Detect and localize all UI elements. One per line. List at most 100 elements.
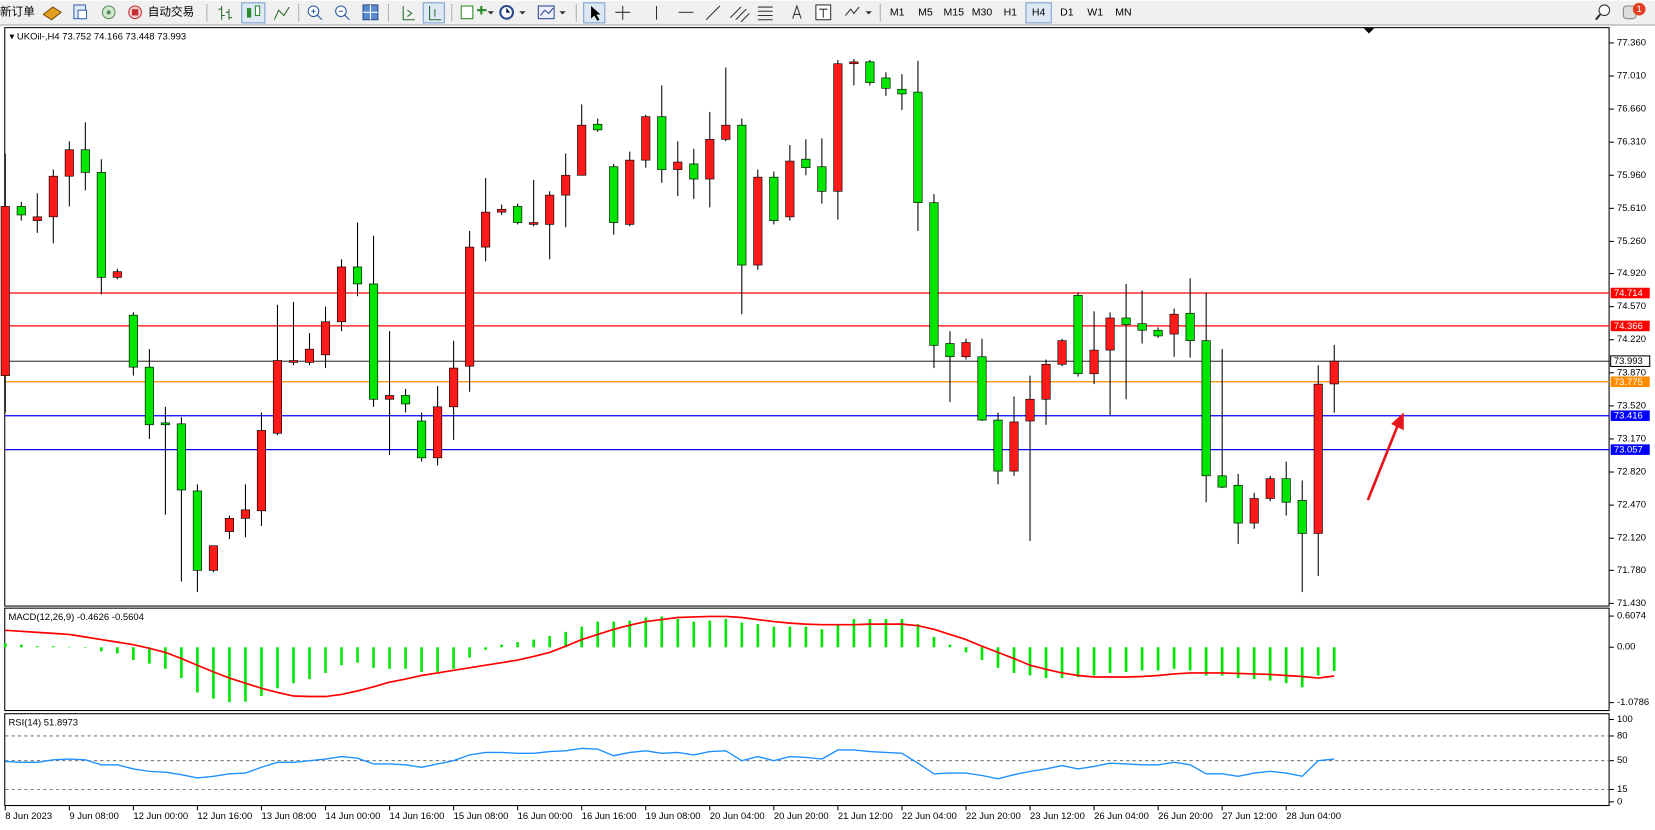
x-tick-label: 12 Jun 16:00: [197, 811, 252, 822]
price-level-label: 74.366: [1614, 321, 1643, 332]
timeframe-button[interactable]: M30: [972, 7, 993, 19]
autotrade-label: 自动交易: [148, 4, 194, 18]
toolbar: 新订单 自动交易 M1 M5 M15 M30 H1 H4: [0, 0, 1655, 26]
timeframe-active-bg: [1025, 2, 1052, 24]
candle-body: [1153, 329, 1163, 337]
candle-body: [272, 360, 283, 434]
timeframe-label: W1: [1087, 7, 1103, 19]
indicators-button[interactable]: [460, 5, 494, 20]
x-tick-label: 22 Jun 04:00: [902, 811, 957, 822]
candle-body: [144, 366, 154, 426]
candle-body: [625, 159, 635, 225]
timeframe-button[interactable]: M15: [943, 7, 964, 19]
autotrade-button[interactable]: 自动交易: [128, 4, 194, 20]
candle-chart-button[interactable]: [241, 2, 266, 24]
price-level-label: 73.775: [1614, 377, 1643, 388]
fibo-button[interactable]: [757, 6, 773, 21]
macd-tick-label: 0.6074: [1617, 611, 1646, 622]
candle-body: [192, 490, 202, 571]
candle-body: [769, 176, 779, 221]
bid-tag: [1610, 355, 1651, 367]
header-high: 74.166: [94, 31, 123, 42]
timeframe-label: D1: [1060, 7, 1074, 19]
price-level-tag: [1610, 287, 1650, 299]
timeframe-button[interactable]: M1: [890, 7, 905, 19]
search-button[interactable]: [1595, 4, 1611, 21]
rsi-tick-label: 0: [1617, 796, 1622, 807]
candle-body: [929, 202, 939, 346]
zoom-out-button[interactable]: [335, 5, 350, 21]
candle-body: [1121, 317, 1131, 325]
candle-body: [256, 430, 267, 512]
notifications-button[interactable]: 1: [1622, 2, 1646, 20]
candle-body: [1137, 323, 1147, 331]
candle-body: [977, 356, 987, 421]
y-tick-label: 76.660: [1617, 104, 1646, 115]
macd-tick-label: 0.00: [1617, 642, 1635, 653]
channel-button[interactable]: [730, 6, 750, 23]
candle-body: [449, 367, 459, 408]
tile-windows-button[interactable]: [362, 4, 379, 21]
candle-body: [112, 271, 122, 278]
candle-body: [609, 166, 619, 223]
macd-tick-label: -1.0786: [1617, 697, 1649, 708]
candle-body: [529, 222, 539, 225]
new-order-button[interactable]: 新订单: [0, 4, 35, 18]
price-level-label: 73.057: [1614, 445, 1643, 456]
zoom-in-button[interactable]: [307, 5, 323, 21]
timeframe-button[interactable]: MN: [1115, 7, 1131, 19]
chart-shift-button[interactable]: [422, 2, 445, 24]
candle-body: [224, 518, 234, 532]
x-tick-label: 14 Jun 00:00: [326, 811, 381, 822]
rsi-tick-label: 50: [1617, 755, 1628, 766]
candle-body: [1265, 478, 1275, 499]
candle-body: [320, 321, 331, 356]
market-watch-icon[interactable]: [73, 4, 88, 20]
macd-signal-value: -0.5604: [112, 612, 144, 623]
autoscroll-button[interactable]: [402, 5, 415, 21]
arrows-button[interactable]: [845, 6, 872, 16]
x-tick-label: 12 Jun 00:00: [133, 811, 188, 822]
timeframe-label: M30: [972, 7, 993, 19]
timeframe-button[interactable]: H1: [1004, 7, 1018, 19]
y-tick-label: 74.570: [1617, 301, 1646, 312]
timeframe-button[interactable]: W1: [1087, 7, 1103, 19]
experts-icon[interactable]: [42, 6, 63, 21]
candle-body: [721, 124, 731, 140]
candle-body: [1201, 340, 1211, 477]
candle-body: [64, 149, 74, 177]
timeframe-button[interactable]: M5: [918, 7, 933, 19]
candle-body: [737, 124, 747, 266]
candle-body: [240, 509, 250, 519]
bar-chart-button[interactable]: [218, 5, 233, 20]
candle-body: [913, 91, 923, 203]
candle-body: [657, 116, 667, 170]
candle-body: [865, 61, 875, 83]
trendline-button[interactable]: [705, 5, 721, 21]
candle-body: [401, 395, 411, 405]
templates-button[interactable]: [537, 5, 566, 20]
candle-body: [1073, 294, 1083, 375]
candle-body: [1249, 498, 1259, 524]
candle-body: [48, 175, 58, 218]
timeframe-button[interactable]: H4: [1025, 2, 1052, 24]
y-tick-label: 73.170: [1617, 433, 1646, 444]
text-label-button[interactable]: [815, 4, 832, 21]
periods-button[interactable]: [499, 4, 526, 20]
y-tick-label: 74.220: [1617, 334, 1646, 345]
plot-layer: 77.360 77.010 76.660 76.310 75.960 75.610 75.2…: [0, 37, 1651, 822]
header-triangle: ▾: [9, 31, 16, 42]
line-chart-button[interactable]: [273, 6, 290, 20]
timeframe-button[interactable]: D1: [1060, 7, 1074, 19]
candle-body: [288, 360, 299, 363]
candle-body: [16, 206, 26, 216]
text-tool-button[interactable]: [792, 4, 802, 19]
signals-icon[interactable]: [101, 5, 116, 20]
candle-body: [96, 172, 106, 278]
candle-body: [1297, 500, 1307, 534]
cursor-button[interactable]: [583, 2, 606, 24]
macd-main-value: -0.4626: [77, 612, 109, 623]
crosshair-button[interactable]: [615, 5, 631, 20]
symbol: UKOil-,H4: [17, 31, 60, 42]
